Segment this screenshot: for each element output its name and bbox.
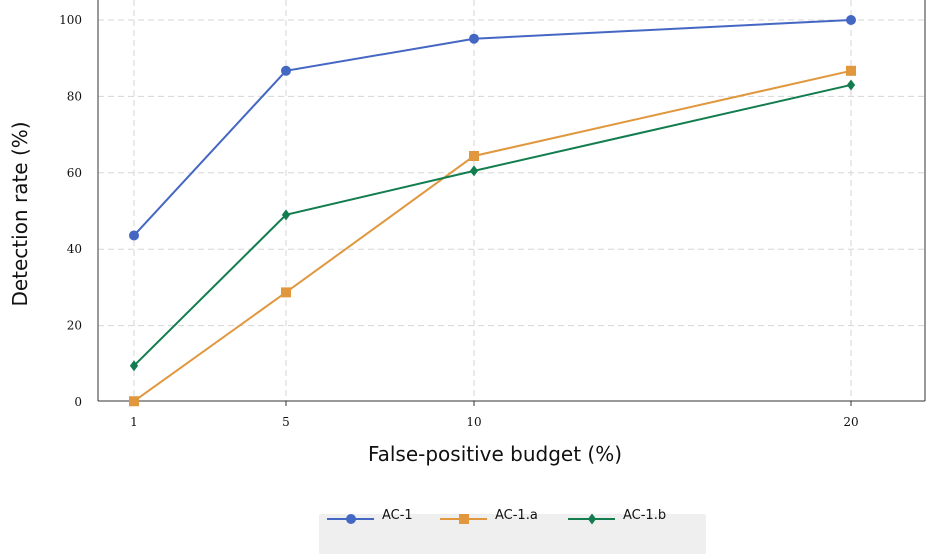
- x-tick-label: 20: [843, 415, 858, 429]
- data-point: [469, 165, 479, 177]
- data-point: [129, 360, 139, 372]
- x-axis-title: False-positive budget (%): [368, 442, 622, 466]
- x-axis-ticks: 1 5 10 20: [130, 401, 859, 429]
- data-point: [281, 287, 291, 298]
- series: [129, 15, 856, 407]
- data-point: [469, 33, 479, 44]
- x-tick-label: 10: [466, 415, 481, 429]
- plot-frame: [97, 0, 926, 402]
- legend-swatch-marker: [346, 514, 356, 524]
- legend-item-ac-1-b: AC-1.b: [568, 508, 666, 525]
- y-tick-label: 0: [74, 395, 82, 409]
- y-tick-label: 20: [67, 319, 82, 333]
- data-point: [846, 15, 856, 25]
- data-point: [846, 79, 856, 91]
- x-tick-label: 5: [282, 415, 290, 429]
- legend-item-ac-1-a: AC-1.a: [440, 508, 538, 524]
- y-axis-title: Detection rate (%): [8, 121, 32, 306]
- legend-background: [319, 514, 706, 554]
- series-line: [133, 69, 852, 403]
- y-tick-label: 100: [59, 13, 82, 27]
- legend-label: AC-1: [382, 508, 413, 523]
- series-ac-1-a: [129, 65, 856, 407]
- series-line: [133, 83, 852, 367]
- data-point: [846, 65, 856, 76]
- legend-label: AC-1.b: [623, 508, 666, 523]
- series-ac-1-b: [129, 79, 856, 372]
- series-line: [133, 19, 852, 237]
- series-ac-1: [129, 15, 856, 241]
- y-tick-label: 60: [67, 166, 82, 180]
- legend-label: AC-1.a: [495, 508, 538, 523]
- grid: [98, 0, 925, 401]
- y-axis-ticks: 0 20 40 60 80 100: [59, 13, 82, 409]
- data-point: [129, 230, 139, 241]
- data-point: [281, 209, 291, 221]
- legend-swatch-marker: [459, 514, 469, 524]
- data-point: [281, 65, 291, 76]
- data-point: [469, 150, 479, 161]
- x-tick-label: 1: [130, 415, 138, 429]
- legend-swatch-marker: [587, 513, 597, 525]
- y-tick-label: 80: [67, 89, 82, 103]
- legend-item-ac-1: AC-1: [327, 508, 413, 524]
- legend: AC-1 AC-1.a AC-1.b: [319, 508, 706, 554]
- data-point: [129, 396, 139, 407]
- y-tick-label: 40: [67, 242, 82, 256]
